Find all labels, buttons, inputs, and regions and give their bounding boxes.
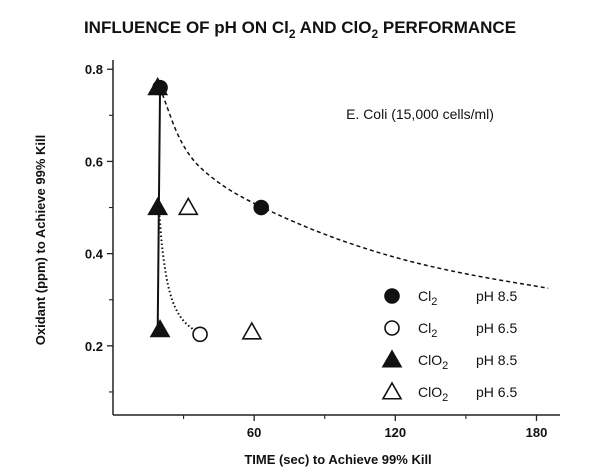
dotted-curve bbox=[157, 207, 201, 336]
legend-marker-open-triangle bbox=[381, 381, 403, 400]
legend-label: ClO2 bbox=[418, 384, 448, 404]
legend-ph-label: pH 8.5 bbox=[476, 288, 517, 304]
legend-marker-filled-circle bbox=[384, 288, 400, 304]
legend-label: Cl2 bbox=[418, 288, 437, 308]
annotation-text: E. Coli (15,000 cells/ml) bbox=[346, 106, 494, 122]
filled-triangle-point bbox=[147, 77, 169, 96]
y-tick-label: 0.2 bbox=[85, 339, 103, 354]
y-tick-label: 0.8 bbox=[85, 62, 103, 77]
chart-title: INFLUENCE OF pH ON Cl2 AND ClO2 PERFORMA… bbox=[84, 18, 516, 41]
legend-marker-open-circle bbox=[384, 320, 400, 336]
filled-triangle-point bbox=[147, 196, 169, 216]
legend-label: ClO2 bbox=[418, 352, 448, 372]
filled-triangle-point bbox=[149, 319, 171, 338]
legend-label: Cl2 bbox=[418, 320, 437, 340]
y-axis-label: Oxidant (ppm) to Achieve 99% Kill bbox=[33, 135, 48, 345]
open-triangle-point bbox=[241, 321, 263, 340]
x-tick-label: 180 bbox=[526, 425, 548, 440]
legend-ph-label: pH 6.5 bbox=[476, 384, 517, 400]
y-tick-label: 0.4 bbox=[85, 247, 104, 262]
legend-ph-label: pH 6.5 bbox=[476, 320, 517, 336]
legend-ph-label: pH 8.5 bbox=[476, 352, 517, 368]
open-circle-point bbox=[192, 326, 208, 343]
legend: Cl2 pH 8.5 Cl2 pH 6.5 ClO2 pH 8.5 ClO2 pH 6.5 bbox=[381, 288, 517, 404]
y-tick-label: 0.6 bbox=[85, 154, 103, 169]
open-triangle-point bbox=[177, 196, 199, 216]
legend-marker-filled-triangle bbox=[381, 349, 403, 368]
filled-circle-point bbox=[253, 199, 270, 216]
x-tick-label: 60 bbox=[247, 425, 261, 440]
dashed-curve bbox=[159, 87, 549, 289]
x-tick-label: 120 bbox=[384, 425, 406, 440]
x-axis-label: TIME (sec) to Achieve 99% Kill bbox=[244, 452, 431, 467]
